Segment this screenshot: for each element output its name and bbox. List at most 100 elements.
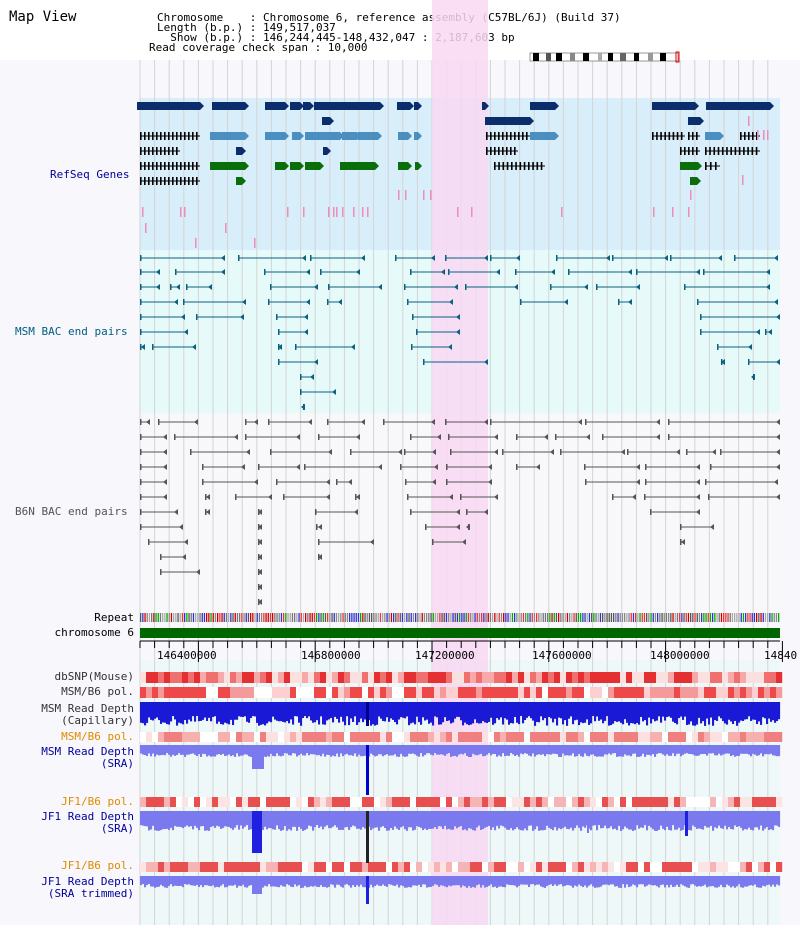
jf1-sra-depth bbox=[300, 811, 303, 829]
track-label-refseq[interactable]: RefSeq Genes bbox=[50, 168, 130, 181]
repeat-mark bbox=[199, 613, 201, 622]
msm-sra-depth bbox=[666, 745, 669, 755]
jf1-b6-pol-cell bbox=[500, 797, 507, 807]
jf1-trimmed-depth bbox=[492, 876, 495, 888]
jf1-sra-depth bbox=[496, 811, 499, 826]
jf1-trimmed-depth bbox=[740, 876, 743, 888]
repeat-mark bbox=[740, 613, 742, 622]
msm-sra-depth bbox=[216, 745, 219, 755]
jf1-sra-depth bbox=[330, 811, 333, 829]
msm-sra-depth bbox=[522, 745, 525, 755]
msm-capillary-depth bbox=[686, 702, 689, 725]
msm-b6-pol-cell bbox=[512, 687, 519, 698]
jf1-trimmed-depth bbox=[512, 876, 515, 886]
jf1-sra-depth bbox=[216, 811, 219, 826]
msm-sra-depth bbox=[208, 745, 211, 756]
msm-sra-depth bbox=[750, 745, 753, 757]
msm-bac-pair-end bbox=[465, 284, 467, 290]
dbsnp-cell bbox=[224, 672, 231, 683]
jf1-b6-pol2-cell bbox=[728, 862, 735, 872]
gene-block bbox=[303, 102, 310, 110]
jf1-b6-pol-cell bbox=[398, 797, 405, 807]
jf1-sra-depth bbox=[594, 811, 597, 826]
msm-capillary-depth bbox=[194, 702, 197, 722]
msm-capillary-depth bbox=[468, 702, 471, 726]
b6n-bac-track bbox=[140, 419, 780, 605]
msm-capillary-depth bbox=[698, 702, 701, 718]
msm-capillary-depth bbox=[300, 702, 303, 726]
jf1-sra-depth bbox=[658, 811, 661, 830]
msm-sra-depth bbox=[546, 745, 549, 755]
msm-sra-depth bbox=[284, 745, 287, 754]
msm-b6-pol-cell bbox=[188, 687, 195, 698]
gene-exon bbox=[148, 162, 150, 170]
msm-capillary-depth bbox=[654, 702, 657, 722]
jf1-trimmed-depth bbox=[676, 876, 679, 885]
msm-b6-pol2-cell bbox=[392, 732, 399, 742]
jf1-b6-pol-cell bbox=[386, 797, 393, 807]
jf1-b6-pol-cell bbox=[644, 797, 651, 807]
jf1-b6-pol-cell bbox=[380, 797, 387, 807]
jf1-b6-pol2-cell bbox=[644, 862, 651, 872]
msm-b6-pol2-cell bbox=[242, 732, 249, 742]
msm-sra-depth bbox=[598, 745, 601, 757]
msm-bac-pair-end bbox=[448, 269, 450, 275]
track-label-b6n-bac[interactable]: B6N BAC end pairs bbox=[15, 505, 128, 518]
span-line: Read coverage check span : 10,000 bbox=[149, 41, 368, 54]
dbsnp-cell bbox=[248, 672, 255, 683]
msm-sra-depth bbox=[296, 745, 299, 757]
jf1-sra-depth bbox=[770, 811, 773, 830]
jf1-b6-pol2-cell bbox=[314, 862, 321, 872]
track-label-msm-bac[interactable]: MSM BAC end pairs bbox=[15, 325, 128, 338]
msm-b6-pol2-cell bbox=[434, 732, 441, 742]
msm-sra-depth bbox=[414, 745, 417, 755]
jf1-trimmed-depth bbox=[430, 876, 433, 887]
gene-exon bbox=[536, 162, 539, 170]
msm-capillary-depth bbox=[418, 702, 421, 723]
jf1-trimmed-depth bbox=[496, 876, 499, 888]
jf1-b6-pol-cell bbox=[542, 797, 549, 807]
msm-b6-pol-cell bbox=[368, 687, 375, 698]
jf1-b6-pol2-cell bbox=[218, 862, 225, 872]
msm-sra-depth bbox=[662, 745, 665, 755]
jf1-b6-pol2-cell bbox=[320, 862, 327, 872]
jf1-trimmed-depth bbox=[456, 876, 459, 886]
jf1-trimmed-depth bbox=[460, 876, 463, 888]
track-label-chromosome: chromosome 6 bbox=[54, 626, 134, 639]
msm-bac-pair-end bbox=[456, 329, 460, 335]
gene-block bbox=[290, 102, 300, 110]
msm-sra-depth bbox=[698, 745, 701, 756]
jf1-b6-pol-cell bbox=[326, 797, 333, 807]
msm-capillary-depth bbox=[184, 702, 187, 721]
msm-sra-depth bbox=[776, 745, 779, 757]
jf1-sra-depth bbox=[236, 811, 239, 826]
jf1-trimmed-depth bbox=[724, 876, 727, 888]
msm-sra-depth bbox=[396, 745, 399, 757]
b6n-bac-pair-end bbox=[268, 419, 270, 425]
jf1-sra-depth bbox=[158, 811, 161, 831]
jf1-b6-pol-cell bbox=[638, 797, 645, 807]
repeat-mark bbox=[338, 613, 340, 622]
dbsnp-cell bbox=[716, 672, 723, 683]
b6n-bac-pair-end bbox=[326, 479, 330, 485]
msm-capillary-depth bbox=[276, 702, 279, 721]
jf1-trimmed-depth bbox=[628, 876, 631, 888]
msm-capillary-depth bbox=[620, 702, 623, 723]
repeat-mark bbox=[151, 613, 153, 622]
b6n-bac-pair-end bbox=[612, 494, 614, 500]
msm-b6-pol2-cell bbox=[572, 732, 579, 742]
msm-capillary-depth bbox=[410, 702, 413, 724]
b6n-bac-pair-end bbox=[258, 524, 262, 530]
jf1-b6-pol-cell bbox=[746, 797, 753, 807]
track-label-msm-b6-pol-2: MSM/B6 pol. bbox=[61, 730, 134, 743]
jf1-sra-depth bbox=[474, 811, 477, 831]
jf1-trimmed-depth bbox=[562, 876, 565, 887]
repeat-mark bbox=[404, 613, 406, 622]
repeat-mark bbox=[217, 613, 219, 622]
gene-exon bbox=[156, 162, 158, 170]
jf1-b6-pol-cell bbox=[338, 797, 345, 807]
gene-exon bbox=[156, 147, 158, 155]
gene-exon bbox=[532, 162, 534, 170]
jf1-sra-depth bbox=[660, 811, 663, 826]
